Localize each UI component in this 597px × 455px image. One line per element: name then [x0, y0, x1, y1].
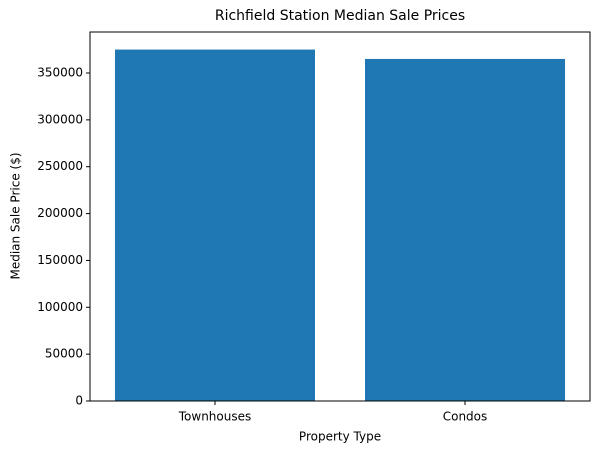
bar: [115, 49, 315, 401]
x-axis-label: Property Type: [299, 430, 381, 444]
y-tick-label: 300000: [37, 112, 83, 126]
x-tick-label: Condos: [443, 410, 488, 424]
bar: [365, 58, 565, 401]
y-tick-label: 50000: [45, 347, 83, 361]
plot-frame: [89, 31, 591, 402]
y-tick-label: 350000: [37, 66, 83, 80]
y-tick-label: 100000: [37, 300, 83, 314]
x-tick-label: Townhouses: [178, 410, 252, 424]
chart-title: Richfield Station Median Sale Prices: [215, 8, 465, 24]
y-tick-label: 150000: [37, 253, 83, 267]
y-tick-label: 0: [75, 394, 83, 408]
y-axis-label: Median Sale Price ($): [9, 152, 23, 279]
y-tick-label: 200000: [37, 206, 83, 220]
y-tick-label: 250000: [37, 159, 83, 173]
